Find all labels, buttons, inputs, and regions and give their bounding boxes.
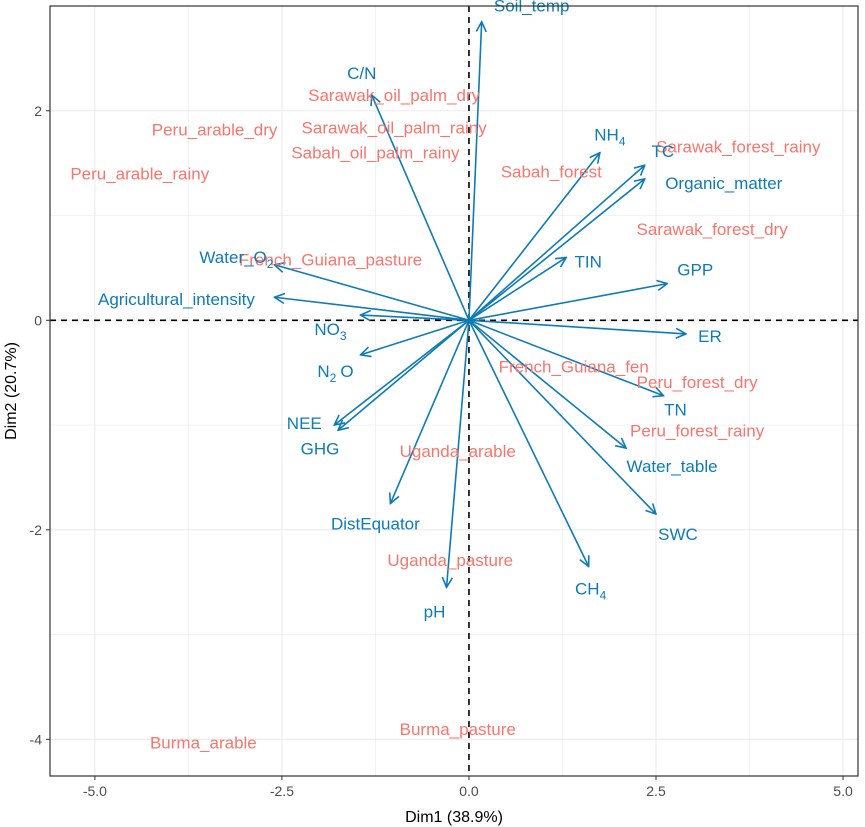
site-label-sarawak-oil-palm-rainy: Sarawak_oil_palm_rainy <box>302 119 488 138</box>
variable-label-ph: pH <box>424 602 446 621</box>
site-label-sarawak-oil-palm-dry: Sarawak_oil_palm_dry <box>308 86 480 105</box>
variable-label-nee: NEE <box>287 414 322 433</box>
arrow-organic-matter <box>468 179 645 321</box>
x-tick-label: 0.0 <box>459 783 479 799</box>
arrow-er <box>468 319 686 334</box>
site-label-sarawak-forest-rainy: Sarawak_forest_rainy <box>656 137 821 156</box>
arrow-c-n <box>372 95 470 321</box>
arrow-tc <box>468 165 645 321</box>
arrow-water-table <box>468 319 626 448</box>
variable-label-soil-temp: Soil_temp <box>494 0 570 16</box>
variable-label-c-n: C/N <box>347 64 376 83</box>
axes: -5.0 -2.5 0.0 2.5 5.0 -4 -2 0 2 <box>30 103 853 799</box>
arrow-tin <box>468 257 566 321</box>
site-label-peru-arable-rainy: Peru_arable_rainy <box>70 165 209 184</box>
variable-label-er: ER <box>698 327 722 346</box>
y-axis-title: Dim2 (20.7%) <box>3 342 20 440</box>
x-tick-label: 5.0 <box>833 783 853 799</box>
variable-label-tc: TC <box>651 142 674 161</box>
site-label-uganda-pasture: Uganda_pasture <box>387 551 513 570</box>
arrow-water-o2 <box>274 265 470 322</box>
arrow-distequator <box>390 319 470 503</box>
variable-label-n2o: N2 O <box>317 362 353 385</box>
arrow-agricultural-intensity <box>274 297 470 322</box>
site-label-peru-arable-dry: Peru_arable_dry <box>152 121 278 140</box>
variable-label-gpp: GPP <box>677 261 713 280</box>
x-tick-label: -5.0 <box>83 783 107 799</box>
arrow-nh4 <box>468 153 600 321</box>
x-tick-label: 2.5 <box>646 783 666 799</box>
site-label-french-guiana-fen: French_Guiana_fen <box>499 357 649 376</box>
arrow-n2o <box>360 319 470 355</box>
variable-arrows <box>274 22 685 588</box>
arrow-ph <box>447 320 470 587</box>
y-tick-label: 2 <box>34 103 42 119</box>
reference-lines <box>50 6 858 776</box>
y-tick-label: -2 <box>30 522 43 538</box>
y-tick-label: -4 <box>30 731 43 747</box>
variable-label-tin: TIN <box>575 252 602 271</box>
variable-label-tn: TN <box>664 401 687 420</box>
arrow-no3 <box>360 315 470 320</box>
arrow-ch4 <box>468 319 589 566</box>
site-label-peru-forest-dry: Peru_forest_dry <box>637 373 758 392</box>
site-label-uganda-arable: Uganda_arable <box>400 442 516 461</box>
site-label-sabah-forest: Sabah_forest <box>501 163 602 182</box>
variable-label-agricultural-intensity: Agricultural_intensity <box>98 290 255 309</box>
site-label-peru-forest-rainy: Peru_forest_rainy <box>630 421 765 440</box>
site-label-french-guiana-pasture: French_Guiana_pasture <box>239 251 422 270</box>
variable-label-ghg: GHG <box>301 439 340 458</box>
variable-label-distequator: DistEquator <box>331 515 420 534</box>
site-label-sabah-oil-palm-rainy: Sabah_oil_palm_rainy <box>291 144 460 163</box>
y-tick-label: 0 <box>34 312 42 328</box>
arrow-soil-temp <box>468 22 482 321</box>
arrow-swc <box>468 319 656 514</box>
variable-label-organic-matter: Organic_matter <box>665 174 782 193</box>
x-axis-title: Dim1 (38.9%) <box>405 809 503 826</box>
variable-label-water-o2: Water_O2 <box>199 248 273 271</box>
site-label-burma-arable: Burma_arable <box>150 733 257 752</box>
variable-label-ch4: CH4 <box>575 579 607 602</box>
x-tick-label: -2.5 <box>270 783 294 799</box>
variable-label-swc: SWC <box>658 525 698 544</box>
point-labels: Peru_arable_dry Peru_arable_rainy Sarawak_… <box>70 0 821 752</box>
arrow-nee <box>334 319 470 425</box>
arrow-tn <box>468 319 664 395</box>
panel-border <box>49 5 859 777</box>
variable-label-no3: NO3 <box>314 320 347 343</box>
site-label-burma-pasture: Burma_pasture <box>400 720 516 739</box>
arrow-gpp <box>468 284 667 322</box>
variable-label-nh4: NH4 <box>594 126 626 149</box>
arrow-ghg <box>338 319 470 430</box>
site-label-sarawak-forest-dry: Sarawak_forest_dry <box>637 220 789 239</box>
variable-label-water-table: Water_table <box>627 457 718 476</box>
